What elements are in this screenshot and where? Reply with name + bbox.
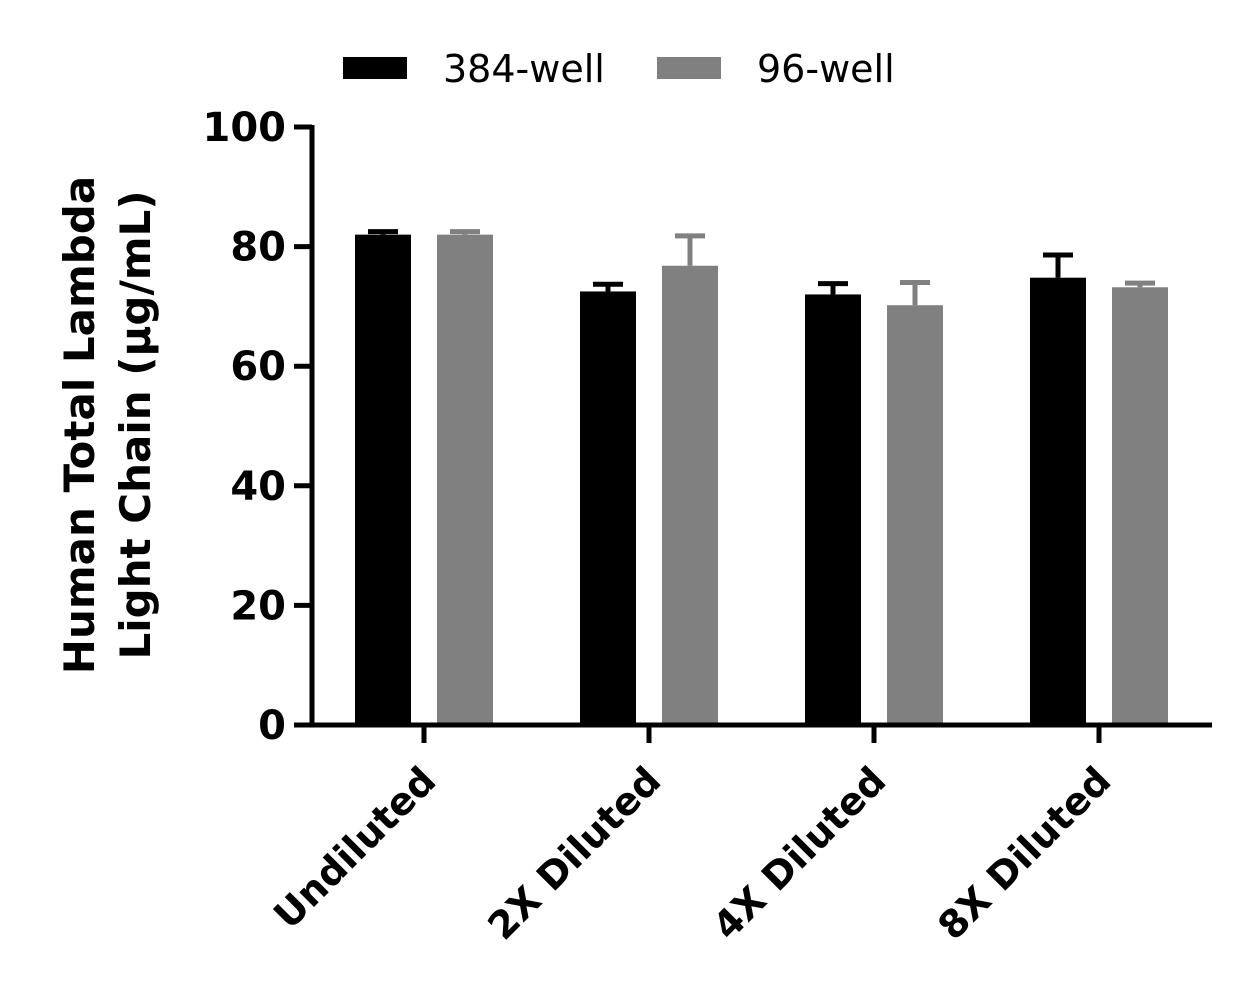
y-tick-label-60: 60 bbox=[230, 344, 286, 390]
bar-96-well-3 bbox=[887, 305, 943, 725]
legend-label-96-well: 96-well bbox=[757, 47, 895, 91]
x-tick-label-1: Undiluted bbox=[265, 758, 444, 937]
bar-384-well-1 bbox=[355, 234, 411, 725]
bar-96-well-1 bbox=[437, 234, 493, 725]
bar-384-well-3 bbox=[805, 294, 861, 725]
y-tick-label-100: 100 bbox=[203, 105, 287, 151]
axes bbox=[309, 125, 1212, 728]
y-axis-title-line-1: Human Total Lambda bbox=[55, 176, 104, 674]
bar-96-well-2 bbox=[662, 265, 718, 725]
bar-384-well-2 bbox=[580, 291, 636, 725]
bar-96-well-4 bbox=[1112, 287, 1168, 725]
x-tick-label-3: 4X Diluted bbox=[704, 758, 894, 948]
x-tick-label-4: 8X Diluted bbox=[929, 758, 1119, 948]
y-axis-title-line-2: Light Chain (μg/mL) bbox=[111, 190, 160, 659]
y-ticks: 0 20 40 60 80 100 bbox=[203, 105, 312, 749]
legend-swatch-384-well bbox=[343, 57, 407, 79]
bars bbox=[355, 234, 1168, 725]
legend-swatch-96-well bbox=[657, 57, 721, 79]
y-axis-title: Human Total Lambda Light Chain (μg/mL) bbox=[55, 176, 160, 674]
y-tick-label-0: 0 bbox=[258, 703, 286, 749]
legend-label-384-well: 384-well bbox=[443, 47, 605, 91]
legend: 384-well 96-well bbox=[343, 47, 895, 91]
error-bars bbox=[368, 229, 1155, 306]
bar-384-well-4 bbox=[1030, 277, 1086, 725]
y-tick-label-40: 40 bbox=[230, 464, 286, 510]
y-tick-label-80: 80 bbox=[230, 225, 286, 271]
x-tick-label-2: 2X Diluted bbox=[479, 758, 669, 948]
x-ticks: Undiluted 2X Diluted 4X Diluted 8X Diluted bbox=[265, 725, 1119, 948]
y-tick-label-20: 20 bbox=[230, 583, 286, 629]
